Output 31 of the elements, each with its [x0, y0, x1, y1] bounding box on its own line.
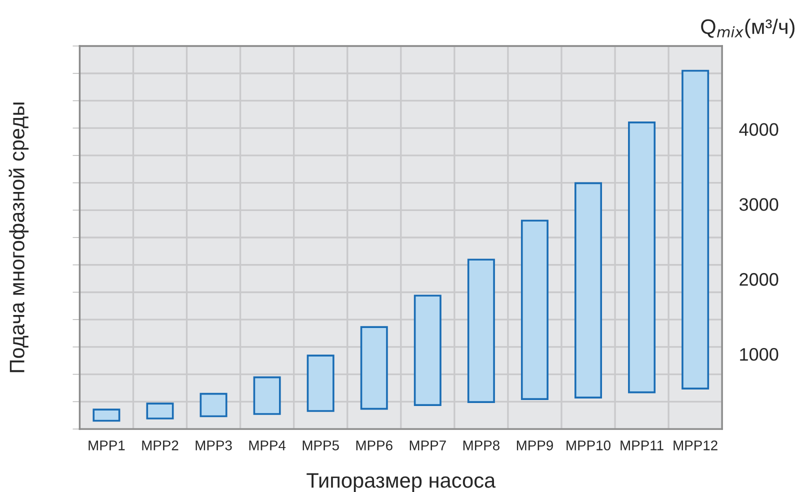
bar — [467, 258, 495, 403]
bar — [360, 326, 388, 410]
x-tick-label: MPP9 — [516, 440, 553, 450]
x-tick-label: MPP5 — [302, 440, 339, 450]
bar — [414, 294, 442, 406]
bar — [200, 392, 228, 418]
y-tick-label: 1000 — [740, 348, 778, 361]
bar — [146, 402, 174, 420]
x-tick-label: MPP6 — [356, 440, 392, 450]
x-axis-title: Типоразмер насоса — [306, 473, 496, 492]
x-tick-label: MPP3 — [196, 440, 232, 450]
bar — [628, 122, 656, 394]
x-tick-label: MPP2 — [142, 440, 178, 450]
y2-axis-title: Q$_{mix}$(м³/ч) — [701, 18, 794, 38]
y-axis-title: Подача многофазной среды — [8, 102, 29, 372]
bar — [520, 220, 548, 400]
bar — [306, 354, 334, 412]
x-tick-label: MPP11 — [620, 440, 664, 450]
x-tick-label: MPP10 — [566, 440, 610, 450]
x-tick-label: MPP7 — [410, 440, 446, 450]
x-tick-label: MPP4 — [249, 440, 286, 450]
y-tick-label: 2000 — [740, 273, 778, 286]
y-tick-label: 3000 — [739, 198, 778, 211]
y-tick-label: 4000 — [739, 123, 778, 136]
x-tick-label: MPP12 — [674, 440, 718, 450]
x-tick-label: MPP8 — [463, 440, 500, 450]
bar — [574, 182, 602, 398]
x-tick-label: MPP1 — [88, 440, 125, 450]
bar — [682, 70, 710, 390]
bar — [253, 376, 281, 415]
bar — [92, 408, 120, 422]
